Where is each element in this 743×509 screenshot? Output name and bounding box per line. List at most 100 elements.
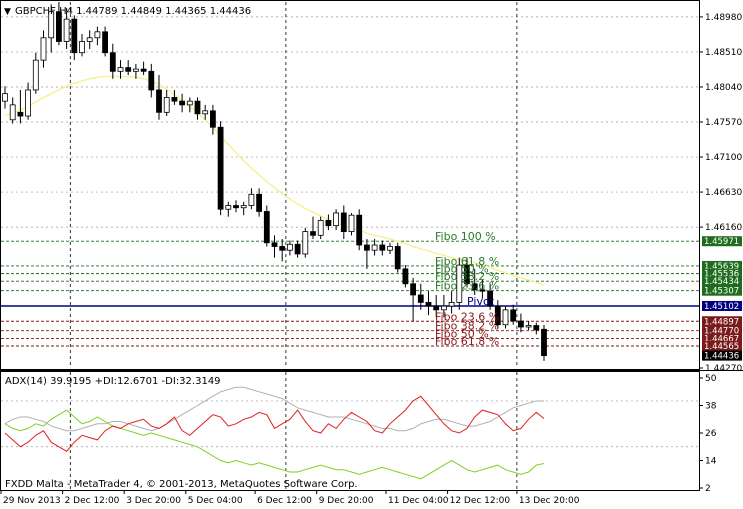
level-price-label: 1.45971 bbox=[704, 237, 739, 247]
time-tick-label: 3 Dec 20:00 bbox=[126, 496, 181, 506]
candle-bullish bbox=[9, 97, 16, 124]
current-price-box bbox=[702, 350, 742, 361]
candle-body bbox=[456, 264, 463, 303]
level-lines bbox=[1, 240, 699, 347]
candle-body bbox=[25, 89, 32, 117]
candle-bearish bbox=[279, 239, 286, 262]
level-price-box bbox=[702, 285, 742, 296]
level-price-label: 1.45102 bbox=[704, 302, 739, 312]
level-label: Fibo 50 % bbox=[435, 327, 489, 340]
candle-body bbox=[286, 243, 293, 251]
candle-bearish bbox=[479, 280, 486, 299]
candle-body bbox=[317, 220, 324, 236]
level-price-label: 1.44770 bbox=[704, 327, 739, 337]
main-chart-title: GBPCHF,H4 1.44789 1.44849 1.44365 1.4443… bbox=[15, 6, 251, 17]
candle-bearish bbox=[140, 61, 147, 76]
current-price-label: 1.44436 bbox=[704, 352, 739, 362]
candle-body bbox=[148, 70, 155, 91]
candle-body bbox=[340, 212, 347, 232]
adx-tick-label: 38 bbox=[705, 402, 717, 412]
price-tick-label: 1.48040 bbox=[705, 83, 742, 93]
candle-bearish bbox=[433, 294, 440, 318]
candle-bearish bbox=[533, 322, 540, 335]
candle-bearish bbox=[402, 265, 409, 288]
candle-bearish bbox=[171, 89, 178, 105]
level-label: Pivot bbox=[467, 295, 495, 308]
time-tick-label: 9 Dec 20:00 bbox=[319, 496, 374, 506]
candle-body bbox=[186, 100, 193, 106]
candle-bearish bbox=[263, 205, 270, 247]
candle-body bbox=[356, 214, 363, 246]
candle-bearish bbox=[510, 304, 517, 325]
candle-body bbox=[464, 264, 470, 285]
candle-body bbox=[140, 68, 147, 72]
candle-bullish bbox=[333, 209, 340, 231]
footer-copyright: FXDD Malta - MetaTrader 4, © 2001-2013, … bbox=[5, 479, 358, 490]
level-price-box bbox=[702, 316, 742, 327]
candle-bullish bbox=[502, 306, 509, 329]
price-tick-label: 1.46630 bbox=[705, 188, 742, 198]
candles bbox=[2, 2, 547, 361]
candle-bullish bbox=[317, 216, 324, 240]
candle-body bbox=[325, 220, 332, 227]
adx-tick-label: 50 bbox=[705, 374, 717, 384]
dropdown-triangle-icon[interactable]: ▼ bbox=[4, 7, 11, 17]
candle-bearish bbox=[233, 200, 239, 213]
candle-bullish bbox=[225, 201, 232, 217]
candle-body bbox=[179, 100, 186, 106]
candle-bearish bbox=[518, 313, 524, 333]
candle-body bbox=[102, 31, 108, 54]
candle-bearish bbox=[125, 60, 132, 76]
candle-bearish bbox=[541, 324, 547, 361]
adx-series bbox=[4, 386, 545, 480]
candle-body bbox=[79, 41, 85, 54]
candle-body bbox=[425, 302, 432, 307]
adx-chart-title: ADX(14) 39.9195 +DI:12.6701 -DI:32.3149 bbox=[5, 376, 221, 387]
candle-body bbox=[302, 231, 309, 255]
candle-bullish bbox=[2, 86, 8, 109]
candle-bullish bbox=[202, 104, 209, 120]
candle-body bbox=[494, 305, 501, 326]
candle-body bbox=[71, 18, 78, 54]
candle-bullish bbox=[79, 34, 85, 57]
candle-body bbox=[263, 211, 270, 244]
candle-bearish bbox=[425, 291, 432, 316]
candle-body bbox=[440, 305, 447, 311]
candle-body bbox=[479, 289, 486, 292]
price-tick-label: 1.47570 bbox=[705, 118, 742, 128]
candle-body bbox=[510, 309, 517, 322]
candle-bullish bbox=[456, 257, 463, 310]
candle-body bbox=[379, 244, 386, 251]
level-label: Fibo 38.2 % bbox=[435, 270, 499, 283]
candle-body bbox=[17, 111, 24, 117]
candle-bearish bbox=[487, 283, 494, 310]
moving-average-line bbox=[4, 75, 545, 286]
candle-body bbox=[63, 18, 70, 42]
candle-bearish bbox=[363, 239, 370, 269]
candle-body bbox=[209, 110, 216, 128]
level-price-label: 1.44897 bbox=[704, 317, 739, 327]
candle-body bbox=[86, 37, 93, 42]
candle-bearish bbox=[256, 188, 263, 217]
price-tick-label: 1.48980 bbox=[705, 13, 742, 23]
level-price-label: 1.45536 bbox=[704, 270, 739, 280]
candle-bearish bbox=[394, 242, 401, 273]
candle-body bbox=[48, 11, 55, 39]
candle-bearish bbox=[471, 268, 478, 295]
candle-bearish bbox=[356, 209, 363, 251]
candle-body bbox=[387, 246, 393, 251]
candle-body bbox=[40, 37, 47, 61]
candle-body bbox=[271, 242, 278, 247]
candle-body bbox=[2, 93, 8, 102]
candle-bullish bbox=[448, 291, 455, 314]
candle-bearish bbox=[148, 63, 155, 98]
candle-bullish bbox=[48, 4, 55, 53]
level-price-label: 1.45639 bbox=[704, 262, 739, 272]
candle-bearish bbox=[17, 89, 24, 124]
candle-bearish bbox=[294, 240, 301, 258]
price-tick-label: 1.48510 bbox=[705, 48, 742, 58]
candle-bearish bbox=[410, 277, 417, 322]
candle-body bbox=[163, 97, 170, 113]
main-grid bbox=[1, 2, 699, 368]
